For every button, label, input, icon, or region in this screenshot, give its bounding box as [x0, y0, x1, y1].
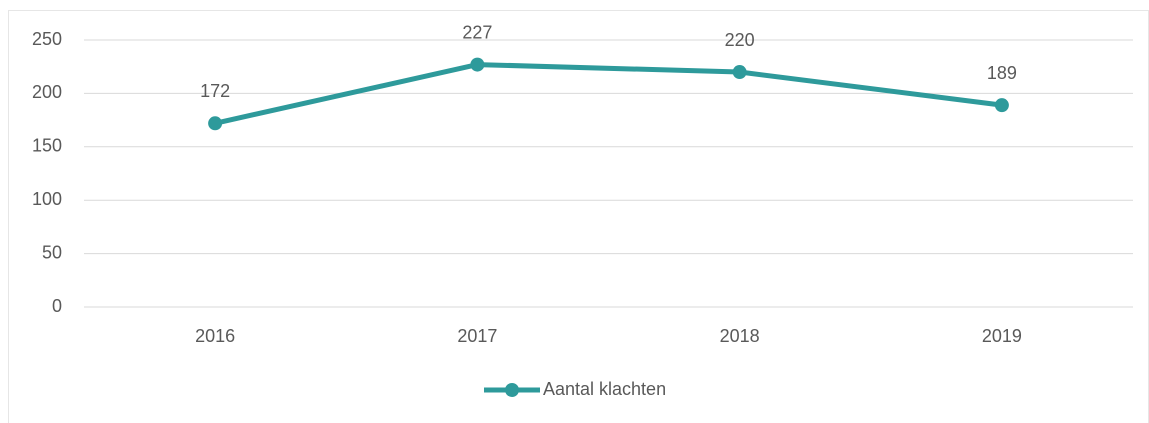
legend-label: Aantal klachten: [543, 379, 666, 399]
data-label: 220: [725, 30, 755, 50]
y-tick-label: 100: [32, 189, 62, 209]
y-tick-label: 0: [52, 296, 62, 316]
x-tick-label: 2017: [457, 326, 497, 346]
x-tick-label: 2016: [195, 326, 235, 346]
point: [470, 57, 485, 72]
y-tick-label: 150: [32, 136, 62, 156]
point: [208, 116, 223, 131]
data-label: 172: [200, 81, 230, 101]
y-tick-label: 250: [32, 29, 62, 49]
data-label: 189: [987, 63, 1017, 83]
point: [994, 98, 1009, 113]
legend-marker: [505, 383, 519, 397]
chart-border: [8, 10, 1149, 423]
x-tick-label: 2018: [720, 326, 760, 346]
data-label: 227: [462, 22, 492, 42]
line: [214, 62, 1003, 126]
y-tick-label: 50: [42, 242, 62, 262]
point: [732, 65, 747, 80]
y-tick-label: 200: [32, 82, 62, 102]
x-tick-label: 2019: [982, 326, 1022, 346]
